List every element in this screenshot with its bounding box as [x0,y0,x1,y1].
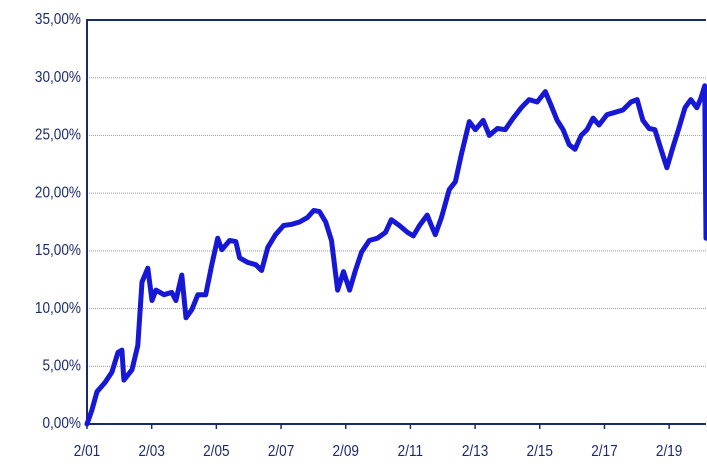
x-tick-label: 2/03 [138,443,164,460]
y-tick-label: 5,00% [42,358,81,375]
x-tick-label: 2/15 [527,443,553,460]
x-tick-label: 2/05 [203,443,229,460]
x-tick-label: 2/13 [462,443,488,460]
y-tick-label: 0,00% [42,415,81,432]
x-tick-label: 2/17 [591,443,617,460]
x-tick-label: 2/09 [333,443,359,460]
y-tick-label: 20,00% [35,184,81,201]
y-tick-label: 35,00% [35,11,81,28]
x-tick-label: 2/07 [268,443,294,460]
y-tick-label: 10,00% [35,300,81,317]
x-tick-label: 2/01 [74,443,100,460]
x-tick-label: 2/19 [656,443,682,460]
y-tick-label: 15,00% [35,242,81,259]
axis-frame [86,19,706,425]
y-tick-label: 25,00% [35,127,81,144]
x-tick-label: 2/11 [398,443,423,460]
data-line [84,83,707,427]
y-tick-label: 30,00% [35,69,81,86]
